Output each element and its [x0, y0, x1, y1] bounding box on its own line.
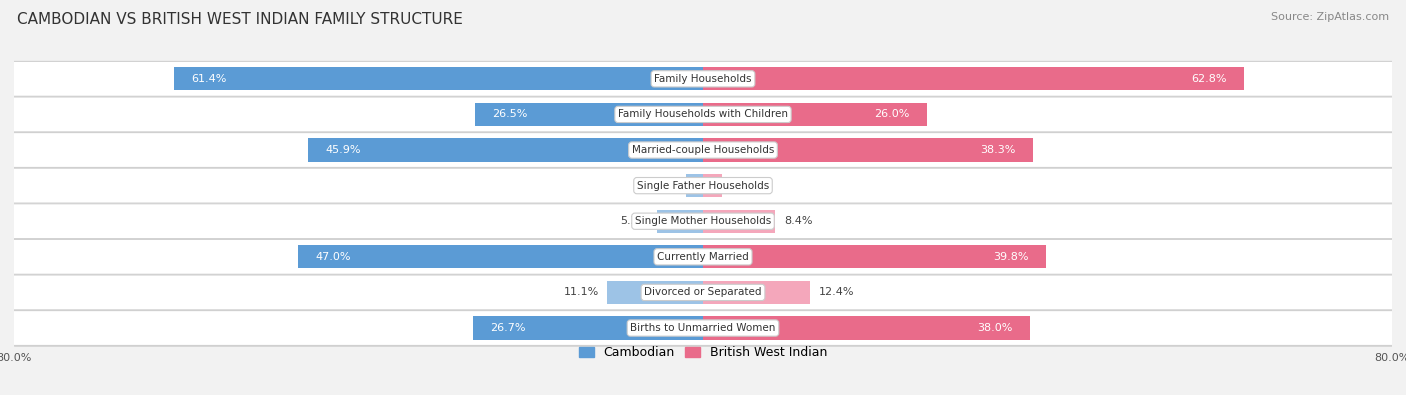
Text: 38.3%: 38.3%	[980, 145, 1015, 155]
Text: 26.5%: 26.5%	[492, 109, 527, 119]
Text: CAMBODIAN VS BRITISH WEST INDIAN FAMILY STRUCTURE: CAMBODIAN VS BRITISH WEST INDIAN FAMILY …	[17, 12, 463, 27]
Bar	[703, 281, 810, 304]
Text: 47.0%: 47.0%	[315, 252, 352, 262]
Bar	[298, 245, 703, 268]
Text: Births to Unmarried Women: Births to Unmarried Women	[630, 323, 776, 333]
Text: Married-couple Households: Married-couple Households	[631, 145, 775, 155]
Legend: Cambodian, British West Indian: Cambodian, British West Indian	[574, 341, 832, 365]
FancyBboxPatch shape	[0, 275, 1406, 310]
Bar	[475, 103, 703, 126]
FancyBboxPatch shape	[0, 204, 1406, 239]
Bar	[174, 67, 703, 90]
Text: 12.4%: 12.4%	[818, 288, 853, 297]
Bar	[658, 210, 703, 233]
Bar	[703, 67, 1244, 90]
Text: Divorced or Separated: Divorced or Separated	[644, 288, 762, 297]
Bar	[607, 281, 703, 304]
Text: 5.3%: 5.3%	[620, 216, 648, 226]
Text: Single Father Households: Single Father Households	[637, 181, 769, 191]
Text: Currently Married: Currently Married	[657, 252, 749, 262]
Text: 61.4%: 61.4%	[191, 74, 226, 84]
Bar	[308, 139, 703, 162]
Bar	[686, 174, 703, 197]
Bar	[703, 139, 1033, 162]
Bar	[703, 174, 721, 197]
Text: 45.9%: 45.9%	[325, 145, 360, 155]
Text: 62.8%: 62.8%	[1191, 74, 1226, 84]
Text: 8.4%: 8.4%	[785, 216, 813, 226]
Text: Family Households: Family Households	[654, 74, 752, 84]
Bar	[472, 316, 703, 340]
Text: 2.0%: 2.0%	[648, 181, 678, 191]
Text: 39.8%: 39.8%	[993, 252, 1029, 262]
FancyBboxPatch shape	[0, 239, 1406, 274]
Text: Single Mother Households: Single Mother Households	[636, 216, 770, 226]
Text: 11.1%: 11.1%	[564, 288, 599, 297]
Bar	[703, 316, 1031, 340]
FancyBboxPatch shape	[0, 97, 1406, 132]
Bar	[703, 210, 775, 233]
Text: Family Households with Children: Family Households with Children	[619, 109, 787, 119]
FancyBboxPatch shape	[0, 133, 1406, 167]
Bar	[703, 103, 927, 126]
Text: 38.0%: 38.0%	[977, 323, 1012, 333]
Bar	[703, 245, 1046, 268]
Text: 2.2%: 2.2%	[731, 181, 759, 191]
FancyBboxPatch shape	[0, 168, 1406, 203]
FancyBboxPatch shape	[0, 61, 1406, 96]
FancyBboxPatch shape	[0, 310, 1406, 346]
Text: 26.7%: 26.7%	[491, 323, 526, 333]
Text: Source: ZipAtlas.com: Source: ZipAtlas.com	[1271, 12, 1389, 22]
Text: 26.0%: 26.0%	[875, 109, 910, 119]
